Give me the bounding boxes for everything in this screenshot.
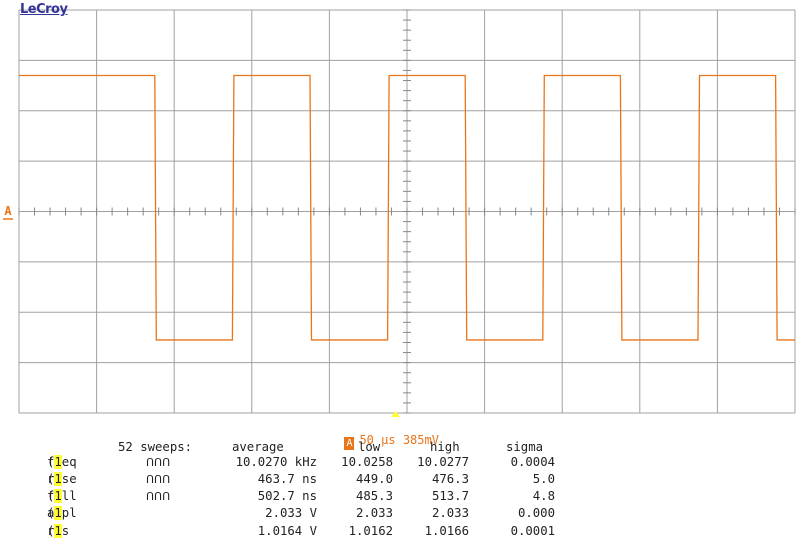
measurement-label: fall(1) (47, 489, 77, 503)
channel-trace (19, 74, 795, 341)
time-per-div: 50 µs (359, 433, 396, 447)
measurement-high: 2.033 (431, 506, 469, 520)
header-average: average (232, 440, 284, 454)
measurement-average: 10.0270 kHz (235, 455, 317, 469)
measurement-sigma: 5.0 (532, 472, 555, 486)
channel-marker[interactable]: A (3, 201, 13, 221)
measurement-low: 485.3 (355, 489, 393, 503)
measurement-high: 513.7 (431, 489, 469, 503)
sweeps-count: 52 sweeps: (118, 440, 193, 454)
measurement-low: 2.033 (355, 506, 393, 520)
measurement-high: 1.0166 (424, 524, 469, 538)
timebase-status[interactable]: A 50 µs 385mV (330, 419, 439, 450)
channel-highlight: 1 (54, 489, 62, 503)
channel-marker-label: A (4, 204, 12, 218)
trigger-position-icon (391, 411, 400, 417)
measurement-low: 1.0162 (348, 524, 393, 538)
brand-logo: LeCroy (20, 2, 68, 17)
measurement-header: 52 sweeps: average low high sigma (0, 440, 543, 456)
channel-highlight: 1 (54, 455, 62, 469)
header-low: low (358, 440, 381, 454)
histogram-icon[interactable]: ՈՈՈ (146, 456, 171, 469)
measurement-high: 10.0277 (417, 455, 469, 469)
measurement-sigma: 0.0001 (510, 524, 555, 538)
oscilloscope-display (18, 9, 796, 414)
histogram-icon[interactable]: ՈՈՈ (146, 473, 171, 486)
measurement-average: 463.7 ns (257, 472, 317, 486)
measurement-label: rms(1) (47, 524, 69, 538)
measurement-average: 1.0164 V (257, 524, 317, 538)
measurement-label: rise(1) (47, 472, 77, 486)
channel-badge: A (344, 437, 355, 450)
measurement-sigma: 4.8 (532, 489, 555, 503)
measurement-label: ampl(1) (47, 506, 77, 520)
channel-highlight: 1 (54, 472, 62, 486)
measurement-average: 2.033 V (265, 506, 317, 520)
channel-highlight: 1 (54, 524, 62, 538)
measurement-sigma: 0.000 (517, 506, 555, 520)
measurement-average: 502.7 ns (257, 489, 317, 503)
header-high: high (430, 440, 460, 454)
measurement-low: 10.0258 (341, 455, 393, 469)
measurement-low: 449.0 (355, 472, 393, 486)
measurement-high: 476.3 (431, 472, 469, 486)
histogram-icon[interactable]: ՈՈՈ (146, 490, 171, 503)
measurement-sigma: 0.0004 (510, 455, 555, 469)
graticule-ticks (18, 9, 796, 414)
trigger-level: 385mV (402, 433, 439, 447)
header-sigma: sigma (506, 440, 544, 454)
measurement-label: freq(1) (47, 455, 77, 469)
channel-highlight: 1 (54, 506, 62, 520)
